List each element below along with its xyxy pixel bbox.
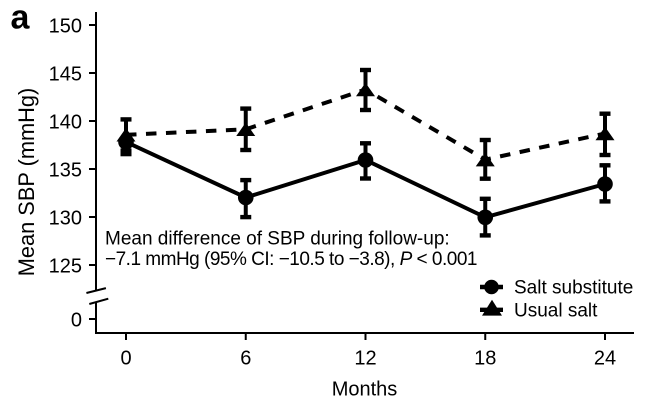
- svg-text:150: 150: [49, 15, 82, 37]
- svg-text:Mean difference of SBP during: Mean difference of SBP during follow-up:: [105, 229, 450, 250]
- svg-text:Mean SBP (mmHg): Mean SBP (mmHg): [14, 88, 39, 277]
- svg-text:125: 125: [49, 255, 82, 277]
- svg-text:0: 0: [120, 347, 131, 369]
- svg-text:18: 18: [474, 347, 496, 369]
- svg-text:6: 6: [240, 347, 251, 369]
- svg-text:130: 130: [49, 207, 82, 229]
- svg-text:Months: Months: [332, 379, 398, 401]
- svg-text:Usual salt: Usual salt: [514, 301, 598, 322]
- svg-text:24: 24: [594, 347, 616, 369]
- svg-text:12: 12: [354, 347, 376, 369]
- svg-text:Salt substitute: Salt substitute: [514, 278, 633, 299]
- svg-text:0: 0: [71, 309, 82, 331]
- svg-text:145: 145: [49, 63, 82, 85]
- svg-text:a: a: [11, 0, 31, 37]
- svg-text:135: 135: [49, 159, 82, 181]
- svg-text:140: 140: [49, 111, 82, 133]
- svg-text:−7.1 mmHg (95% CI: −10.5 to −3: −7.1 mmHg (95% CI: −10.5 to −3.8), P < 0…: [105, 249, 477, 270]
